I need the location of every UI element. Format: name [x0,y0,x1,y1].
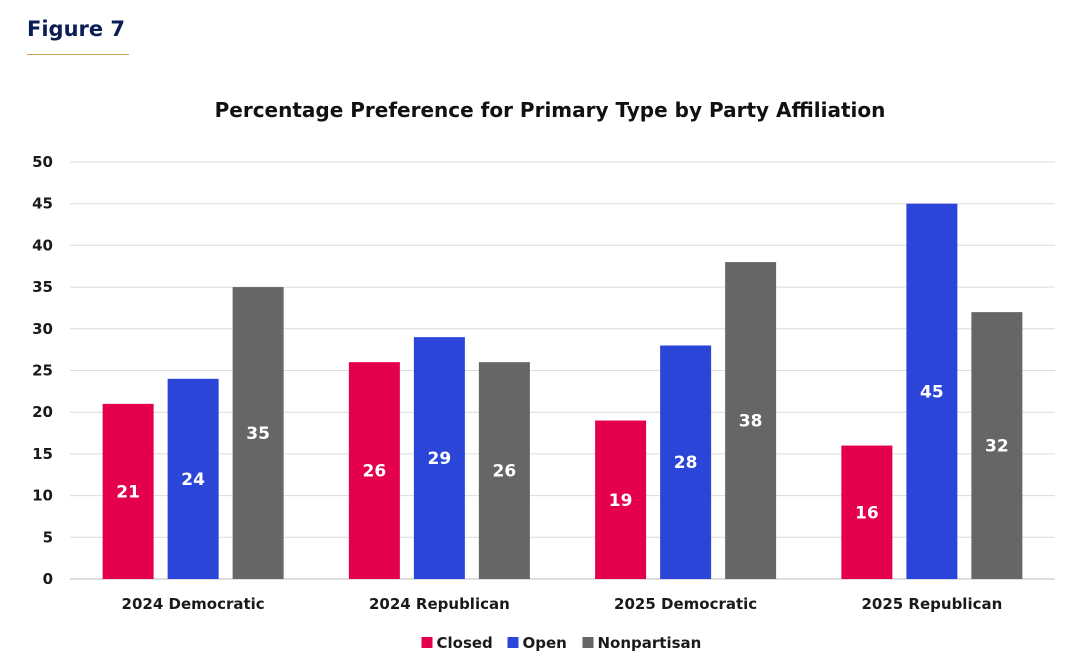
bar-nonpartisan [478,362,530,579]
y-tick-label: 10 [32,487,53,505]
y-tick-label: 50 [32,153,53,171]
bar-nonpartisan [971,312,1023,579]
legend-swatch-open [507,637,519,648]
y-tick-label: 20 [32,403,53,421]
x-tick-label: 2024 Democratic [122,595,265,613]
data-label: 26 [493,462,517,482]
y-axis: 0 5 10 15 20 25 30 35 40 45 50 [32,153,53,588]
legend-swatch-closed [421,637,433,648]
data-label: 19 [609,491,633,511]
x-tick-label: 2025 Republican [861,595,1002,613]
data-label: 45 [920,382,944,402]
x-axis: 2024 Democratic 2024 Republican 2025 Democ… [122,595,1003,613]
y-tick-label: 45 [32,195,53,213]
bar-open [413,337,465,579]
figure-label-underline [27,54,129,55]
y-tick-label: 5 [43,528,53,546]
data-label: 35 [246,424,270,444]
bar-closed [841,445,893,579]
data-label: 21 [116,482,140,502]
bars: 21 24 35 26 29 26 19 28 38 16 45 32 [102,203,1023,579]
chart-title: Percentage Preference for Primary Type b… [215,98,886,122]
legend: Closed Open Nonpartisan [421,634,702,652]
x-tick-label: 2024 Republican [369,595,510,613]
data-label: 16 [855,503,879,523]
bar-closed [595,420,647,579]
data-label: 28 [674,453,698,473]
y-tick-label: 35 [32,278,53,296]
data-label: 32 [985,437,1009,457]
y-tick-label: 15 [32,445,53,463]
y-tick-label: 40 [32,236,53,254]
bar-closed [348,362,400,579]
y-tick-label: 0 [43,570,53,588]
data-label: 38 [739,412,763,432]
bar-nonpartisan [725,262,777,579]
bar-closed [102,403,154,579]
bar-open [906,203,958,579]
x-tick-label: 2025 Democratic [614,595,757,613]
data-label: 26 [363,462,387,482]
figure-label: Figure 7 [27,17,126,41]
y-tick-label: 30 [32,320,53,338]
legend-label: Closed [437,634,493,652]
legend-swatch-nonpartisan [582,637,594,648]
legend-label: Open [523,634,567,652]
bar-open [660,345,712,579]
bar-nonpartisan [232,287,284,579]
data-label: 24 [181,470,205,490]
data-label: 29 [428,449,452,469]
bar-open [167,378,219,579]
legend-label: Nonpartisan [598,634,702,652]
y-tick-label: 25 [32,362,53,380]
